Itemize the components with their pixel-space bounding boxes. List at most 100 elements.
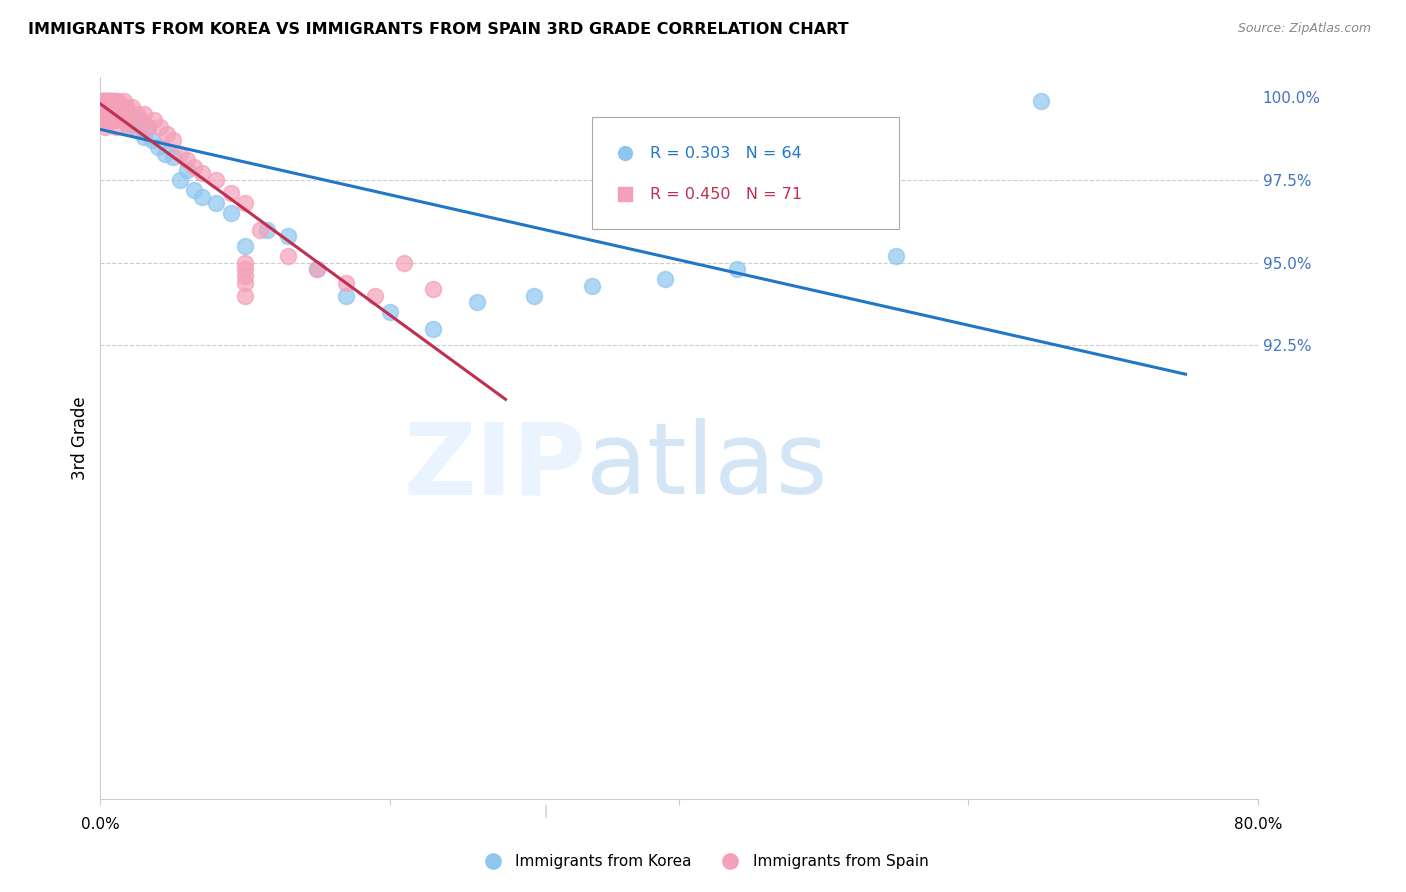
Point: [104, 94, 127, 108]
Point: [581, 279, 603, 293]
Point: [183, 183, 205, 197]
Point: [233, 256, 256, 270]
Point: [97, 107, 120, 121]
Point: [117, 120, 139, 134]
Point: [105, 120, 128, 134]
Point: [93, 100, 115, 114]
Point: [129, 113, 152, 128]
Point: [90, 107, 112, 121]
Point: [233, 262, 256, 277]
Point: [103, 107, 125, 121]
Point: [101, 107, 124, 121]
FancyBboxPatch shape: [592, 117, 898, 229]
Point: [233, 276, 256, 290]
Point: [132, 107, 155, 121]
Point: [422, 282, 444, 296]
Point: [884, 249, 907, 263]
Point: [90, 100, 112, 114]
Point: [335, 289, 357, 303]
Point: [129, 120, 152, 134]
Point: [149, 120, 172, 134]
Point: [94, 113, 117, 128]
Point: [97, 94, 120, 108]
Point: [112, 94, 135, 108]
Point: [91, 103, 114, 118]
Point: [125, 123, 148, 137]
Point: [169, 146, 191, 161]
Point: [91, 100, 114, 114]
Point: [98, 107, 121, 121]
Text: 0.0%: 0.0%: [82, 817, 120, 832]
Point: [94, 103, 117, 118]
Point: [654, 272, 676, 286]
Point: [378, 305, 401, 319]
Point: [118, 110, 141, 124]
Point: [190, 189, 212, 203]
Point: [125, 107, 148, 121]
Point: [136, 120, 159, 134]
Point: [100, 100, 122, 114]
Point: [100, 113, 122, 128]
Point: [94, 96, 117, 111]
Point: [725, 262, 748, 277]
Point: [93, 94, 115, 108]
Point: [97, 107, 120, 121]
Point: [233, 196, 256, 211]
Point: [114, 107, 136, 121]
Point: [104, 107, 127, 121]
Point: [110, 100, 132, 114]
Text: ZIP: ZIP: [404, 418, 586, 516]
Point: [107, 94, 129, 108]
Point: [97, 100, 120, 114]
Point: [101, 96, 124, 111]
Point: [465, 295, 488, 310]
Point: [523, 289, 546, 303]
Legend: Immigrants from Korea, Immigrants from Spain: Immigrants from Korea, Immigrants from S…: [471, 848, 935, 875]
Point: [93, 107, 115, 121]
Point: [107, 110, 129, 124]
Point: [112, 103, 135, 118]
Point: [142, 113, 165, 128]
Point: [114, 110, 136, 124]
Point: [219, 186, 242, 201]
Point: [176, 153, 198, 168]
Point: [104, 94, 127, 108]
Point: [392, 256, 415, 270]
Point: [105, 100, 128, 114]
Point: [422, 322, 444, 336]
Point: [91, 113, 114, 128]
Point: [98, 96, 121, 111]
Point: [115, 100, 138, 114]
Point: [118, 113, 141, 128]
Point: [103, 100, 125, 114]
Point: [156, 127, 179, 141]
Point: [233, 239, 256, 253]
Point: [111, 113, 134, 128]
Point: [162, 150, 184, 164]
Point: [162, 133, 184, 147]
Point: [136, 120, 159, 134]
Point: [335, 276, 357, 290]
Point: [98, 103, 121, 118]
Point: [103, 94, 125, 108]
Point: [132, 130, 155, 145]
Point: [219, 206, 242, 220]
Point: [100, 100, 122, 114]
Point: [91, 96, 114, 111]
Point: [111, 113, 134, 128]
Point: [98, 110, 121, 124]
Point: [141, 133, 163, 147]
Y-axis label: 3rd Grade: 3rd Grade: [72, 396, 89, 480]
Text: R = 0.303   N = 64: R = 0.303 N = 64: [650, 145, 801, 161]
Point: [307, 262, 329, 277]
Point: [108, 107, 131, 121]
Text: 80.0%: 80.0%: [1233, 817, 1282, 832]
Point: [277, 249, 299, 263]
Point: [94, 107, 117, 121]
Point: [101, 103, 124, 118]
Point: [307, 262, 329, 277]
Point: [233, 289, 256, 303]
Point: [249, 222, 271, 236]
Point: [233, 268, 256, 283]
Text: IMMIGRANTS FROM KOREA VS IMMIGRANTS FROM SPAIN 3RD GRADE CORRELATION CHART: IMMIGRANTS FROM KOREA VS IMMIGRANTS FROM…: [28, 22, 849, 37]
